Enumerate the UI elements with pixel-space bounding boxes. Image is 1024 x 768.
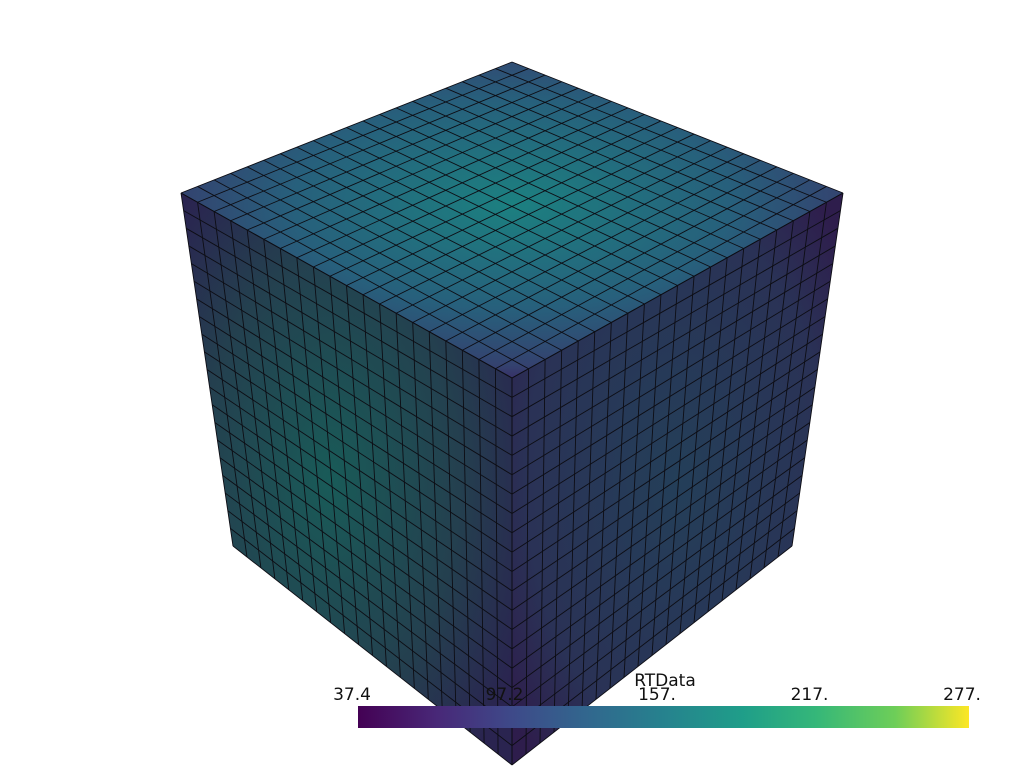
mesh-edge [329,133,662,296]
mesh-edge [429,159,761,333]
mesh-edge [232,545,513,766]
scalar-bar-labels: 37.4 97.2 157. 217. 277. [333,685,981,705]
mesh-edge [511,404,813,611]
mesh-edge [246,166,579,342]
mesh-edge [346,127,678,286]
mesh-edge [511,545,793,766]
mesh-edge [461,350,471,733]
scalar-bar-label: 277. [943,685,981,705]
mesh-edge [230,172,562,351]
mesh-edge [707,248,745,612]
cube-mesh [180,61,844,766]
mesh-edge [511,475,803,688]
mesh-edge [495,186,827,370]
mesh-edge [412,153,744,323]
mesh-edge [679,266,712,634]
mesh-edge [313,140,645,305]
mesh-edge [478,359,485,744]
scalar-bar-label: 157. [638,685,676,705]
mesh-edge [693,257,728,623]
mesh-edge [412,322,429,700]
mesh-edge [735,229,778,590]
mesh-edge [511,369,818,572]
mesh-edge [222,475,513,688]
mesh-edge [214,422,513,630]
mesh-edge [721,239,761,601]
mesh-edge [362,133,695,296]
mesh-edge [219,457,513,669]
scalar-bar [358,706,969,728]
scalar-bar-label: 37.4 [333,685,371,705]
mesh-edge [206,369,513,572]
mesh-edge [395,313,415,689]
mesh-edge [777,202,827,558]
mesh-edge [749,220,794,579]
mesh-edge [213,179,546,360]
mesh-edge [280,153,612,323]
mesh-edge [511,510,798,727]
mesh-edge [478,179,811,360]
mesh-edge [511,422,811,630]
scalar-bar-label: 217. [791,685,829,705]
mesh-edge [362,294,387,667]
mesh-edge [209,386,513,592]
scalar-bar-title: RTData [634,671,696,691]
mesh-edge [445,340,457,722]
mesh-edge [263,159,595,333]
mesh-edge [296,146,629,314]
mesh-edge [511,439,808,650]
mesh-edge [495,368,499,755]
mesh-edge [428,331,443,711]
mesh-edge [665,276,695,645]
mesh-edge [511,457,806,669]
mesh-edge [791,192,844,547]
mesh-edge [227,510,513,727]
mesh-edge [217,439,513,650]
mesh-edge [379,303,401,678]
mesh-edge [379,140,711,305]
mesh-edge [763,211,811,568]
mesh-edge [511,492,800,708]
mesh-edge [462,172,794,351]
mesh-edge [395,146,728,314]
scalar-bar-label: 97.2 [486,685,524,705]
cube-top-face [181,62,843,378]
mesh-edge [224,492,513,708]
mesh-edge [511,386,816,592]
mesh-edge [211,404,513,611]
mesh-edge [197,186,529,370]
mesh-edge [445,166,778,342]
